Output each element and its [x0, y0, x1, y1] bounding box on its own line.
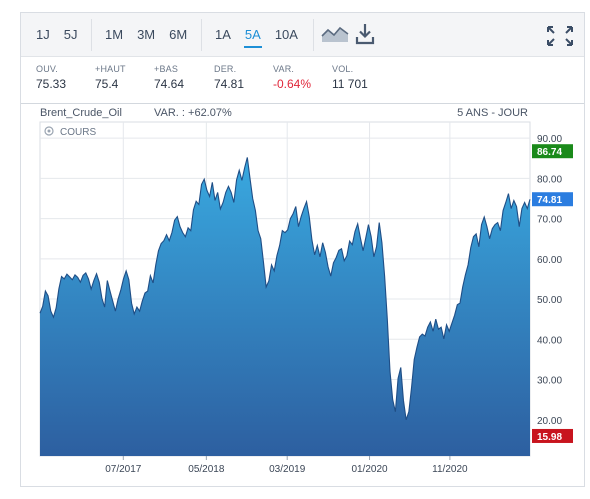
series-toggle-label[interactable]: COURS — [60, 127, 96, 138]
period-button-10a[interactable]: 10A — [274, 27, 298, 42]
period-group-months: 1M 3M 6M — [98, 13, 194, 57]
y-tick-label: 30.00 — [537, 376, 562, 387]
period-button-1j[interactable]: 1J — [36, 27, 50, 42]
low-price-marker-label: 15.98 — [537, 432, 562, 443]
x-axis: 07/2017 05/2018 03/2019 01/2020 11/2020 — [105, 456, 468, 475]
y-tick-label: 20.00 — [537, 416, 562, 427]
period-button-3m[interactable]: 3M — [137, 27, 156, 42]
x-tick-label: 05/2018 — [188, 464, 225, 475]
stat-value: 74.64 — [154, 77, 185, 91]
x-tick-label: 07/2017 — [105, 464, 142, 475]
stat-label: +BAS — [154, 64, 179, 74]
stat-value: 75.4 — [95, 77, 119, 91]
stat-label: OUV. — [36, 64, 58, 74]
range-label: 5 ANS - JOUR — [457, 107, 528, 119]
stat-label: VAR. — [273, 64, 295, 74]
last-price-marker: 74.81 — [532, 192, 573, 207]
series-toggle[interactable]: COURS — [44, 126, 96, 138]
price-area — [40, 157, 530, 456]
period-group-years: 1A 5A 10A — [208, 13, 305, 57]
download-icon[interactable] — [355, 23, 375, 45]
instrument-name: Brent_Crude_Oil — [40, 107, 122, 119]
y-tick-label: 50.00 — [537, 295, 562, 306]
chart-widget: 1J 5J 1M 3M 6M 1A 5A 10A — [20, 12, 585, 487]
last-price-marker-label: 74.81 — [537, 195, 562, 206]
toolbar: 1J 5J 1M 3M 6M 1A 5A 10A — [21, 13, 584, 57]
period-button-5j[interactable]: 5J — [63, 27, 78, 42]
stat-label: DER. — [214, 64, 237, 74]
gear-icon-center — [47, 129, 51, 133]
x-tick-label: 11/2020 — [432, 464, 468, 475]
y-tick-label: 60.00 — [537, 255, 562, 266]
chart-type-icon[interactable] — [321, 24, 349, 44]
chart-variation: VAR. : +62.07% — [154, 107, 232, 119]
stat-last: DER. 74.81 — [214, 64, 244, 91]
chart-svg: Brent_Crude_Oil VAR. : +62.07% 5 ANS - J… — [21, 103, 584, 475]
period-button-6m[interactable]: 6M — [169, 27, 188, 42]
high-price-marker-badge — [532, 144, 573, 159]
stat-low: +BAS 74.64 — [154, 64, 184, 91]
y-tick-label: 80.00 — [537, 174, 562, 185]
stat-open: OUV. 75.33 — [36, 64, 66, 91]
high-price-marker-label: 86.74 — [537, 147, 562, 158]
stat-volume: VOL. 11 701 — [332, 64, 368, 91]
toolbar-divider — [201, 19, 202, 51]
period-group-days: 1J 5J — [29, 13, 84, 57]
price-line — [39, 157, 531, 420]
fullscreen-icon[interactable] — [546, 25, 574, 47]
price-markers: 86.74 74.81 15.98 — [532, 144, 573, 443]
gear-icon[interactable] — [44, 126, 54, 136]
y-tick-label: 90.00 — [537, 134, 562, 145]
high-price-marker: 86.74 — [532, 144, 573, 159]
y-tick-label: 40.00 — [537, 335, 562, 346]
last-price-marker-badge — [532, 192, 573, 207]
period-button-1m[interactable]: 1M — [105, 27, 124, 42]
stat-high: +HAUT 75.4 — [95, 64, 126, 91]
stat-value: -0.64% — [273, 77, 312, 91]
toolbar-divider — [313, 19, 314, 51]
low-price-marker: 15.98 — [532, 428, 573, 443]
price-chart: Brent_Crude_Oil VAR. : +62.07% 5 ANS - J… — [21, 103, 584, 487]
period-button-5a[interactable]: 5A — [238, 24, 268, 48]
quote-stats: OUV. 75.33 +HAUT 75.4 +BAS 74.64 DER. 74… — [21, 58, 584, 100]
stat-label: VOL. — [332, 64, 354, 74]
stat-label: +HAUT — [95, 64, 126, 74]
y-axis: 20.00 30.00 40.00 50.00 60.00 70.00 80.00 90.00 — [537, 134, 562, 427]
x-tick-label: 01/2020 — [351, 464, 388, 475]
stat-value: 11 701 — [332, 77, 368, 91]
stat-variation: VAR. -0.64% — [273, 64, 311, 91]
period-button-1a[interactable]: 1A — [215, 27, 231, 42]
low-price-marker-badge — [532, 428, 573, 443]
stat-value: 75.33 — [36, 77, 67, 91]
x-tick-label: 03/2019 — [269, 464, 306, 475]
toolbar-divider — [91, 19, 92, 51]
stat-value: 74.81 — [214, 77, 245, 91]
y-tick-label: 70.00 — [537, 215, 562, 226]
